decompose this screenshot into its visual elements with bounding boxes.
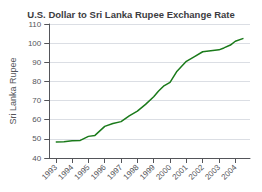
svg-text:2001: 2001 [171,162,190,181]
svg-text:60: 60 [32,115,41,124]
svg-text:1997: 1997 [105,162,124,181]
svg-text:1995: 1995 [73,162,92,181]
svg-text:Sri Lanka Rupee: Sri Lanka Rupee [8,57,18,124]
svg-text:70: 70 [32,96,41,105]
svg-text:1998: 1998 [122,162,141,181]
svg-text:100: 100 [28,39,42,48]
svg-text:U.S. Dollar to Sri Lanka Rupee: U.S. Dollar to Sri Lanka Rupee Exchange … [27,9,234,20]
svg-text:1993: 1993 [40,162,59,181]
svg-text:40: 40 [32,154,41,163]
svg-text:2002: 2002 [187,162,206,181]
svg-text:2003: 2003 [203,162,222,181]
svg-text:1994: 1994 [56,162,75,181]
svg-text:90: 90 [32,58,41,67]
svg-text:2004: 2004 [220,162,239,181]
svg-text:110: 110 [28,20,41,29]
svg-text:1996: 1996 [89,162,108,181]
svg-text:2000: 2000 [154,162,173,181]
svg-text:50: 50 [32,134,41,143]
svg-text:80: 80 [32,77,41,86]
svg-text:1999: 1999 [138,162,157,181]
